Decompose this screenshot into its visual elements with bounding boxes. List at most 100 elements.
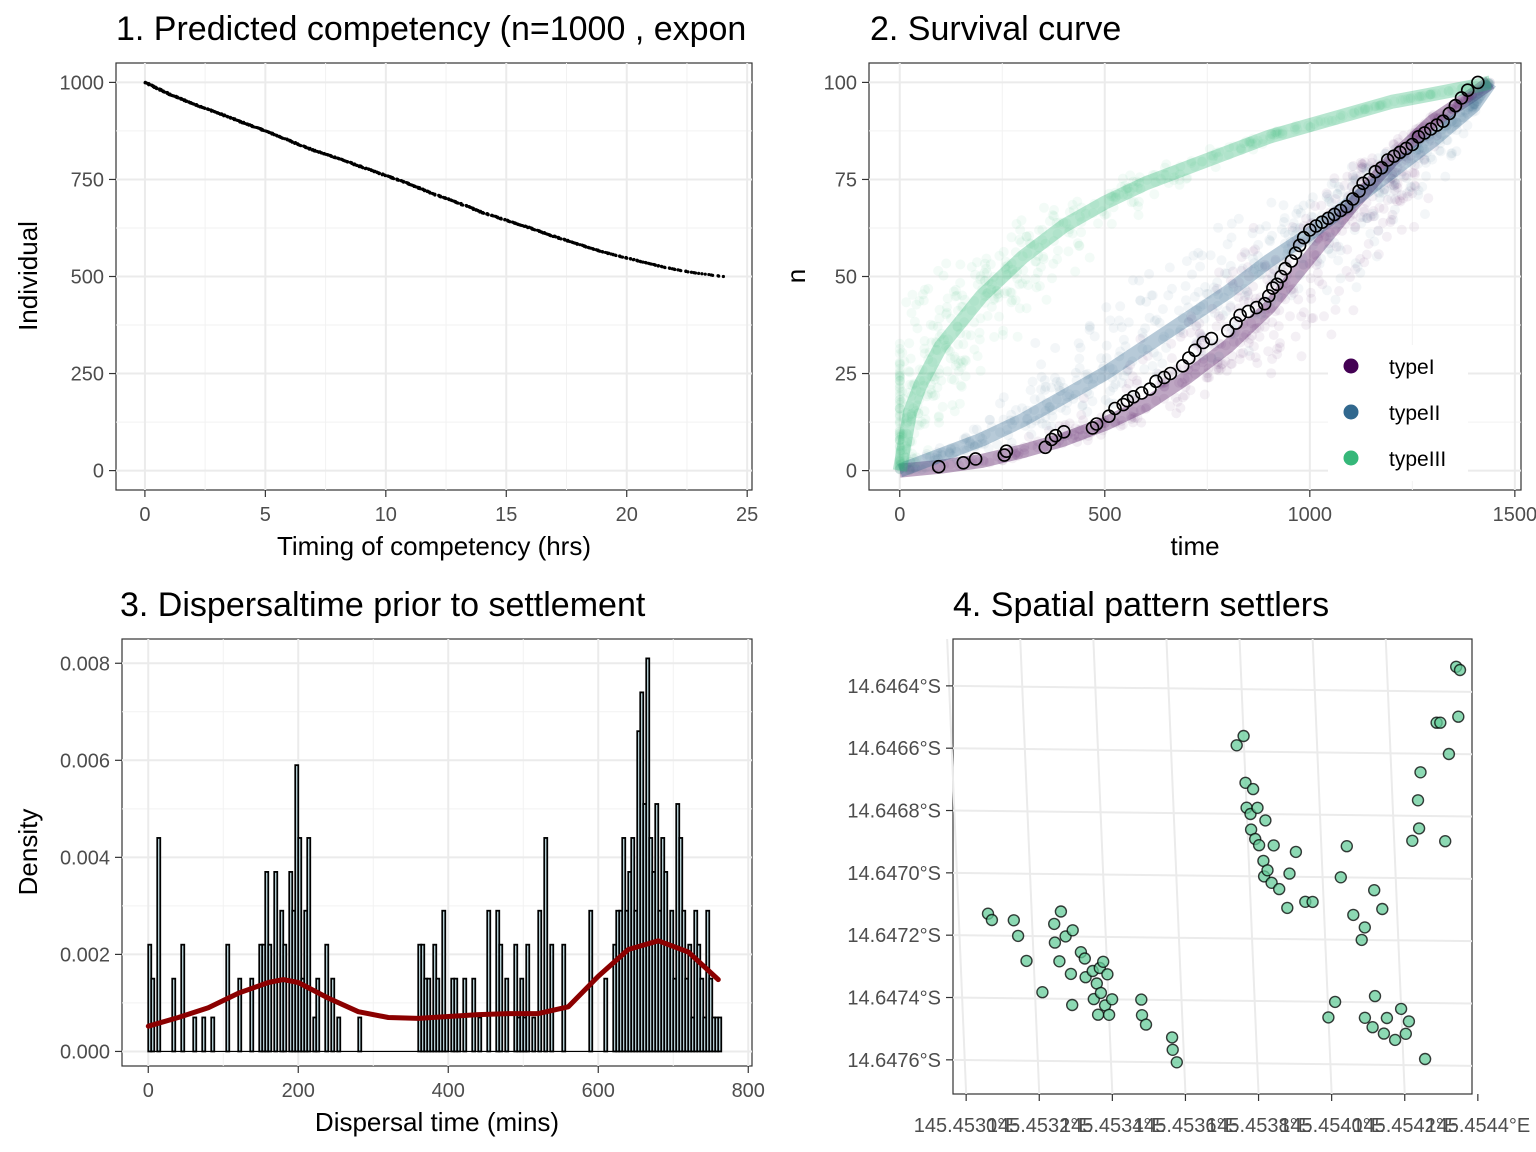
panel2-sim-point-typeI <box>1251 323 1262 334</box>
panel2-sim-point-typeII <box>1248 253 1258 264</box>
panel2-sim-point-typeI <box>1365 211 1376 222</box>
panel2-sim-point-typeIII <box>1024 230 1035 241</box>
panel2-sim-point-typeIII <box>934 417 944 428</box>
panel2-sim-point-typeIII <box>937 401 948 412</box>
panel2-sim-point-typeII <box>1468 99 1479 110</box>
panel2-sim-point-typeI <box>1216 359 1227 370</box>
panel2-sim-point-typeI <box>1243 338 1254 348</box>
panel2-sim-point-typeI <box>1305 287 1316 298</box>
panel2-sim-point-typeIII <box>956 381 967 392</box>
panel2-sim-point-typeII <box>1389 180 1400 191</box>
panel2-sim-point-typeIII <box>900 441 911 452</box>
panel2-sim-point-typeII <box>1139 364 1150 375</box>
panel2-sim-point-typeIII <box>894 372 905 383</box>
panel1-x-tick-label: 15 <box>495 504 517 526</box>
panel4-settler-point <box>1358 1011 1372 1024</box>
panel2-sim-point-typeII <box>1034 413 1045 424</box>
panel3-bar <box>297 837 303 1053</box>
panel2-sim-point-typeIII <box>896 431 907 442</box>
panel3-title: 3. Dispersaltime prior to settlement <box>120 586 646 624</box>
panel2-sim-point-typeIII <box>894 461 905 472</box>
panel2-legend-label-typeIII: typeIII <box>1389 448 1446 471</box>
panel3-bar <box>282 943 288 1053</box>
panel2-sim-point-typeII <box>924 452 935 463</box>
panel2-sim-point-typeII <box>1293 283 1304 294</box>
panel2-sim-point-typeIII <box>1113 189 1124 200</box>
panel2-sim-point-typeI <box>1054 421 1065 432</box>
panel2-sim-point-typeI <box>1073 431 1084 442</box>
panel2-sim-point-typeIII <box>1416 91 1427 102</box>
panel2-sim-point-typeIII <box>942 307 952 318</box>
panel2-sim-point-typeIII <box>1022 248 1033 259</box>
panel1-point <box>210 109 214 113</box>
panel2-sim-point-typeI <box>1391 167 1402 178</box>
panel2-sim-point-typeI <box>1170 392 1181 403</box>
panel1-points <box>143 80 725 279</box>
panel2-sim-point-typeI <box>1290 331 1301 342</box>
panel2-sim-point-typeI <box>1407 188 1418 199</box>
panel2-sim-point-typeII <box>958 434 969 445</box>
panel2-sim-point-typeII <box>1219 292 1229 303</box>
panel2-sim-point-typeIII <box>1269 129 1280 140</box>
panel2-sim-point-typeII <box>1198 299 1209 310</box>
panel1-x-tick-label: 20 <box>616 504 638 526</box>
panel2-sim-point-typeI <box>1191 355 1202 366</box>
panel2-sim-point-typeIII <box>1417 91 1428 102</box>
panel2-sim-point-typeII <box>1308 240 1318 251</box>
panel2-observed-point <box>1262 289 1276 303</box>
panel2-sim-point-typeII <box>1417 142 1428 153</box>
panel3-x-tick-label: 600 <box>582 1080 615 1102</box>
panel2-sim-point-typeII <box>1291 208 1302 219</box>
panel2-sim-point-typeII <box>1135 295 1146 306</box>
panel2-sim-point-typeIII <box>1407 92 1418 103</box>
panel2-legend-key-typeI <box>1343 358 1359 374</box>
panel2-sim-point-typeIII <box>894 410 905 421</box>
panel4-settler-point <box>1094 986 1108 1000</box>
panel2-sim-point-typeIII <box>901 407 911 418</box>
panel2-sim-point-typeIII <box>995 275 1006 286</box>
panel4-settler-point <box>1368 989 1382 1003</box>
panel4-settler-point <box>1135 993 1148 1006</box>
panel2-sim-point-typeI <box>1392 162 1403 173</box>
panel3-bar <box>537 909 543 1053</box>
panel4-settler-point <box>1334 871 1348 884</box>
panel2-sim-point-typeII <box>1373 187 1384 198</box>
panel2-sim-point-typeIII <box>917 289 928 300</box>
panel1-point <box>422 189 427 193</box>
panel2-observed-point <box>1085 421 1100 435</box>
panel4-settler-point <box>1101 968 1114 981</box>
panel2-sim-point-typeI <box>1356 161 1367 172</box>
panel2-sim-point-typeIII <box>1236 145 1247 155</box>
panel2-sim-point-typeII <box>1462 120 1473 131</box>
panel2-sim-point-typeIII <box>1064 207 1075 218</box>
panel2-sim-point-typeIII <box>1175 161 1186 172</box>
panel2-sim-point-typeII <box>1382 166 1393 177</box>
panel2-sim-point-typeII <box>1146 290 1157 301</box>
panel2-legend-key-typeII <box>1343 404 1359 420</box>
panel2-sim-point-typeIII <box>958 357 968 368</box>
panel2-observed-point <box>1274 269 1288 284</box>
panel2-sim-point-typeII <box>1108 323 1119 333</box>
panel2-sim-point-typeIII <box>913 408 924 419</box>
panel2-sim-point-typeIII <box>904 367 915 378</box>
panel2-sim-point-typeII <box>998 392 1009 403</box>
panel2-sim-point-typeI <box>1275 338 1285 349</box>
panel2-sim-point-typeIII <box>894 375 905 386</box>
panel2-sim-point-typeII <box>1378 187 1389 198</box>
panel1-point <box>499 217 503 221</box>
panel1-point <box>471 207 476 211</box>
panel4-gridline-lon <box>1019 638 1041 1095</box>
panel2-sim-point-typeII <box>1222 239 1233 250</box>
panel2-sim-point-typeIII <box>1483 77 1494 88</box>
panel2-sim-point-typeIII <box>953 366 964 377</box>
panel2-sim-point-typeI <box>1272 349 1283 360</box>
panel2-observed-point <box>1048 428 1063 443</box>
panel2-sim-point-typeII <box>1266 197 1277 208</box>
panel3-bar <box>315 977 321 1053</box>
panel2-sim-point-typeIII <box>894 406 905 417</box>
panel2-sim-point-typeII <box>1451 119 1462 130</box>
panel1-x-tick-label: 0 <box>139 504 150 526</box>
panel2-sim-point-typeII <box>1046 382 1057 393</box>
panel2-sim-point-typeIII <box>1174 169 1185 180</box>
